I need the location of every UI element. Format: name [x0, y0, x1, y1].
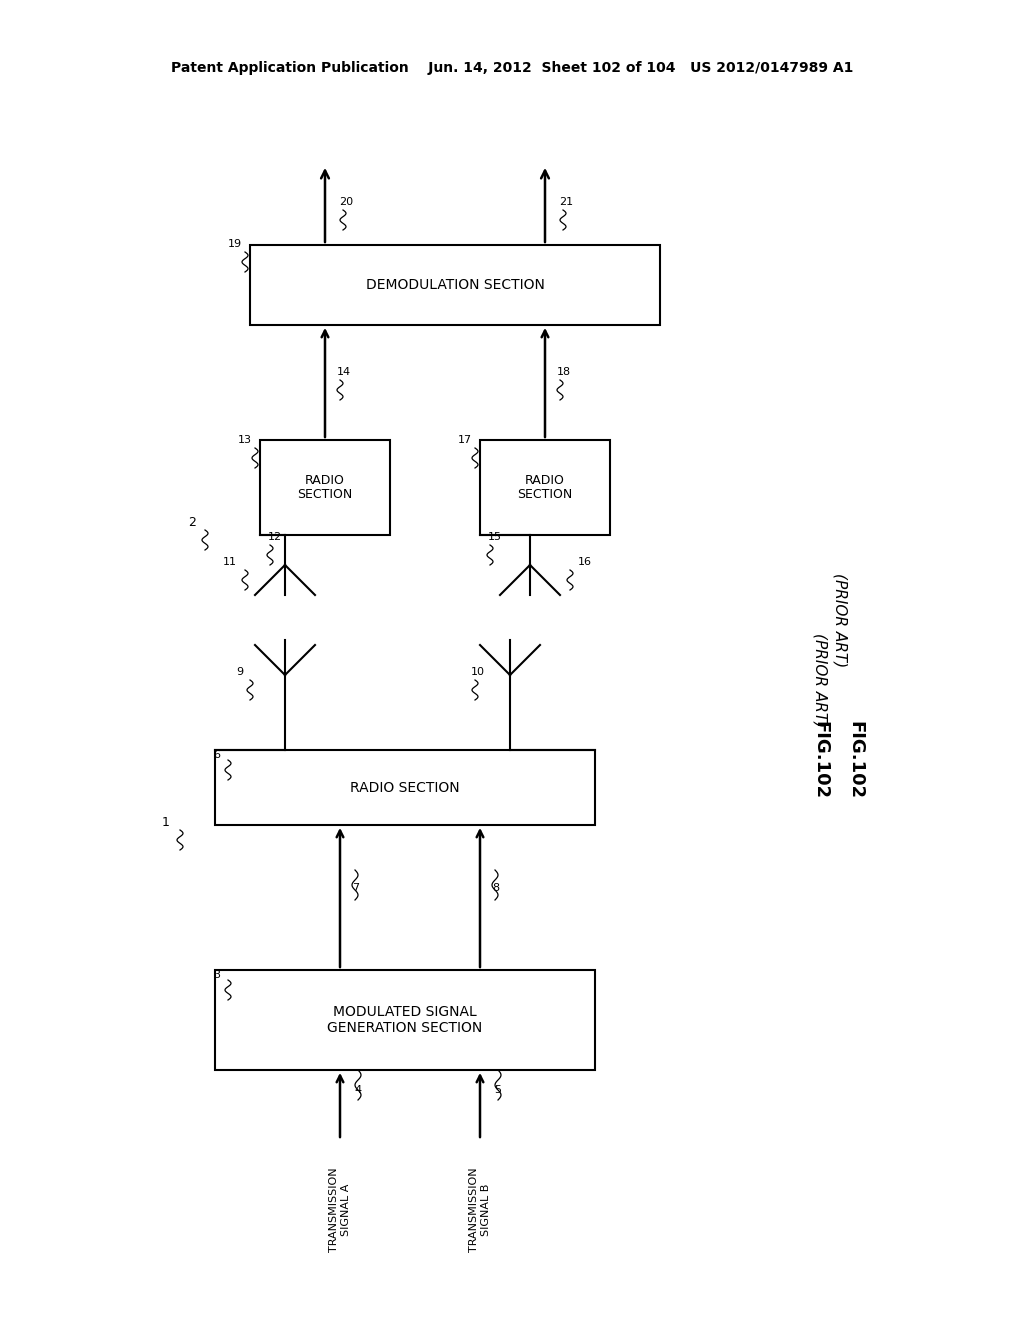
- Text: 10: 10: [471, 667, 485, 677]
- Text: 18: 18: [557, 367, 571, 378]
- Bar: [480, 440, 610, 535]
- Text: 15: 15: [488, 532, 502, 543]
- Text: 3: 3: [213, 970, 220, 979]
- Text: FIG.102: FIG.102: [846, 721, 864, 799]
- Text: 2: 2: [188, 516, 196, 528]
- Text: 1: 1: [162, 816, 170, 829]
- Bar: [250, 246, 660, 325]
- Text: RADIO
SECTION: RADIO SECTION: [517, 474, 572, 502]
- Text: 14: 14: [337, 367, 351, 378]
- Text: (PRIOR ART): (PRIOR ART): [833, 573, 848, 667]
- Text: 17: 17: [458, 436, 472, 445]
- Text: 13: 13: [238, 436, 252, 445]
- Text: 20: 20: [339, 197, 353, 207]
- Text: 5: 5: [494, 1085, 501, 1096]
- Text: Patent Application Publication    Jun. 14, 2012  Sheet 102 of 104   US 2012/0147: Patent Application Publication Jun. 14, …: [171, 61, 853, 75]
- Text: (PRIOR ART): (PRIOR ART): [812, 632, 827, 727]
- Text: 19: 19: [228, 239, 242, 249]
- Text: 11: 11: [223, 557, 237, 568]
- Text: RADIO SECTION: RADIO SECTION: [350, 780, 460, 795]
- Text: 16: 16: [578, 557, 592, 568]
- Bar: [215, 970, 595, 1071]
- Text: 9: 9: [236, 667, 243, 677]
- Bar: [215, 750, 595, 825]
- Text: TRANSMISSION
SIGNAL B: TRANSMISSION SIGNAL B: [469, 1168, 490, 1253]
- Text: 6: 6: [213, 750, 220, 760]
- Text: 21: 21: [559, 197, 573, 207]
- Bar: [260, 440, 390, 535]
- Text: 4: 4: [354, 1085, 361, 1096]
- Text: TRANSMISSION
SIGNAL A: TRANSMISSION SIGNAL A: [329, 1168, 351, 1253]
- Text: DEMODULATION SECTION: DEMODULATION SECTION: [366, 279, 545, 292]
- Text: 7: 7: [352, 883, 359, 894]
- Text: 12: 12: [268, 532, 283, 543]
- Text: FIG.102: FIG.102: [811, 721, 829, 799]
- Text: 8: 8: [492, 883, 499, 894]
- Text: MODULATED SIGNAL
GENERATION SECTION: MODULATED SIGNAL GENERATION SECTION: [328, 1005, 482, 1035]
- Text: RADIO
SECTION: RADIO SECTION: [297, 474, 352, 502]
